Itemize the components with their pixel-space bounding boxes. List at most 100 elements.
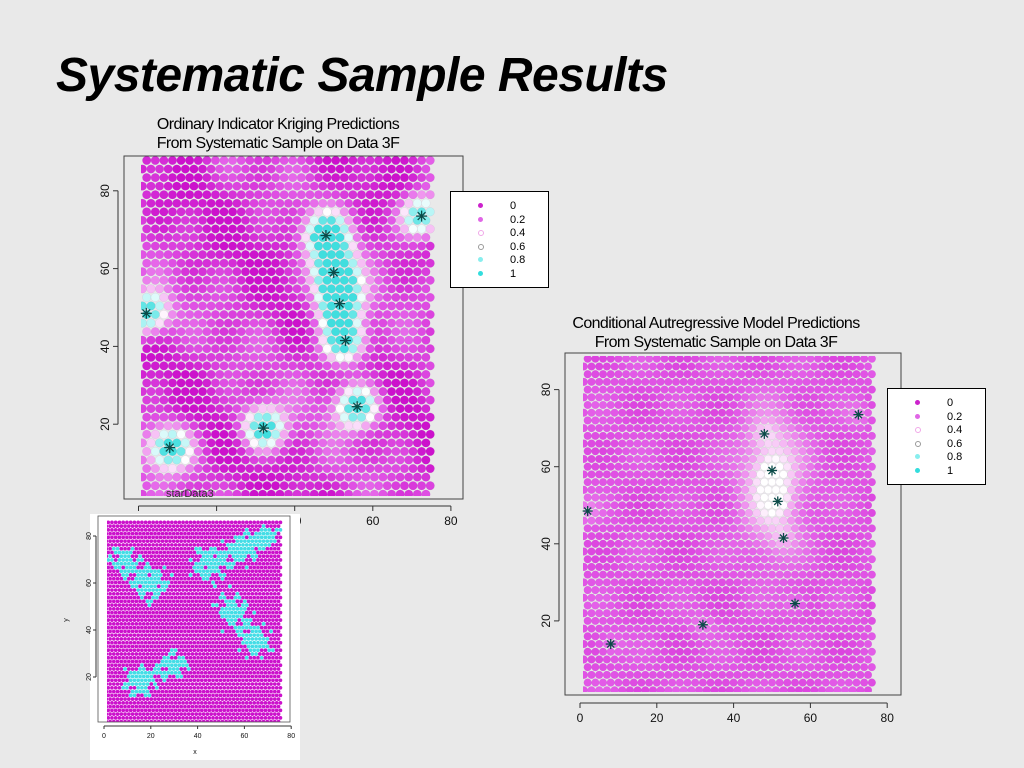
- car-field-cell: [852, 416, 861, 425]
- data-cell: [239, 576, 243, 581]
- data-cell: [199, 655, 204, 660]
- car-field-cell: [691, 663, 700, 672]
- data-cell: [128, 588, 133, 592]
- data-cell: [276, 599, 281, 604]
- data-cell: [196, 618, 200, 622]
- car-field-cell: [625, 670, 635, 679]
- car-field-cell: [806, 356, 815, 363]
- kriging-field-cell: [331, 207, 341, 217]
- kriging-field-cell: [271, 412, 281, 422]
- car-field-cell: [833, 393, 842, 402]
- kriging-field-cell: [339, 412, 349, 422]
- data-cell: [181, 580, 185, 585]
- data-cell: [121, 655, 126, 660]
- data-cell: [229, 633, 234, 638]
- kriging-field-cell: [391, 395, 401, 405]
- kriging-field-cell: [404, 335, 414, 345]
- kriging-field-cell: [172, 438, 182, 448]
- data-cell: [164, 682, 169, 686]
- car-field-cell: [714, 431, 723, 440]
- kriging-field-cell: [279, 207, 289, 217]
- kriging-field-cell: [365, 156, 375, 165]
- car-field-cell: [694, 578, 704, 587]
- data-cell: [168, 614, 172, 619]
- car-field-cell: [744, 585, 754, 595]
- data-cell: [110, 603, 114, 607]
- data-cell: [149, 652, 154, 656]
- data-cell: [117, 588, 122, 592]
- kriging-field-cell: [399, 190, 409, 200]
- car-field-cell: [837, 493, 846, 502]
- kriging-sample-point: [351, 401, 363, 413]
- data-cell: [216, 704, 221, 709]
- car-field-cell: [671, 516, 681, 525]
- kriging-field-cell: [301, 404, 311, 414]
- kriging-field-cell: [172, 250, 182, 260]
- data-cell: [138, 689, 142, 694]
- kriging-field-cell: [391, 327, 401, 337]
- car-field-cell: [783, 601, 792, 610]
- car-field-cell: [598, 447, 608, 456]
- kriging-field-cell: [258, 267, 268, 277]
- car-field-cell: [710, 516, 719, 525]
- kriging-field-cell: [240, 489, 250, 496]
- car-field-cell: [810, 547, 819, 556]
- data-cell: [246, 591, 251, 596]
- kriging-field-cell: [314, 361, 324, 371]
- car-field-cell: [717, 639, 727, 649]
- car-field-cell: [840, 593, 850, 602]
- car-field-cell: [721, 493, 731, 502]
- kriging-field-cell: [228, 241, 238, 251]
- kriging-field-cell: [141, 318, 147, 328]
- data-cell: [121, 708, 126, 713]
- car-field-cell: [852, 632, 861, 641]
- kriging-field-cell: [412, 455, 422, 465]
- car-field-cell: [714, 416, 723, 425]
- kriging-field-cell: [141, 181, 147, 191]
- data-cell: [231, 704, 236, 709]
- kriging-field-cell: [356, 429, 366, 439]
- kriging-field-cell: [150, 292, 160, 302]
- data-cell: [171, 667, 176, 671]
- data-cell: [203, 610, 208, 615]
- kriging-field-cell: [288, 412, 298, 422]
- kriging-field-cell: [361, 421, 371, 431]
- kriging-field-cell: [236, 190, 246, 200]
- car-field-cell: [810, 639, 819, 649]
- car-field-cell: [702, 562, 711, 572]
- car-field-cell: [664, 578, 673, 587]
- car-field-cell: [863, 593, 873, 602]
- kriging-field-cell: [369, 181, 379, 191]
- data-cell: [199, 625, 204, 630]
- car-field-cell: [687, 393, 696, 402]
- kriging-field-cell: [395, 438, 405, 448]
- car-field-cell: [660, 478, 669, 487]
- car-field-cell: [737, 539, 746, 548]
- car-field-cell: [775, 663, 784, 672]
- kriging-field-cell: [387, 438, 397, 448]
- kriging-field-cell: [301, 198, 311, 208]
- data-cell: [156, 704, 161, 709]
- data-cell: [220, 629, 225, 634]
- kriging-field-cell: [309, 404, 319, 414]
- car-field-cell: [813, 632, 823, 641]
- car-x-tick-label: 80: [881, 711, 895, 725]
- data-cell: [229, 708, 234, 713]
- kriging-field-cell: [245, 446, 255, 456]
- kriging-field-cell: [356, 446, 366, 456]
- data-cell: [211, 640, 215, 645]
- kriging-field-cell: [369, 455, 379, 465]
- car-field-cell: [798, 570, 807, 579]
- car-field-cell: [821, 508, 830, 518]
- car-field-cell: [798, 508, 807, 518]
- car-field-cell: [802, 439, 811, 448]
- data-cell: [107, 640, 111, 645]
- kriging-field-cell: [425, 224, 435, 234]
- car-field-cell: [714, 555, 723, 564]
- data-cell: [272, 576, 277, 581]
- car-field-cell: [660, 678, 669, 687]
- data-cell: [158, 610, 163, 615]
- data-cell: [186, 637, 191, 641]
- kriging-field-cell: [374, 464, 384, 474]
